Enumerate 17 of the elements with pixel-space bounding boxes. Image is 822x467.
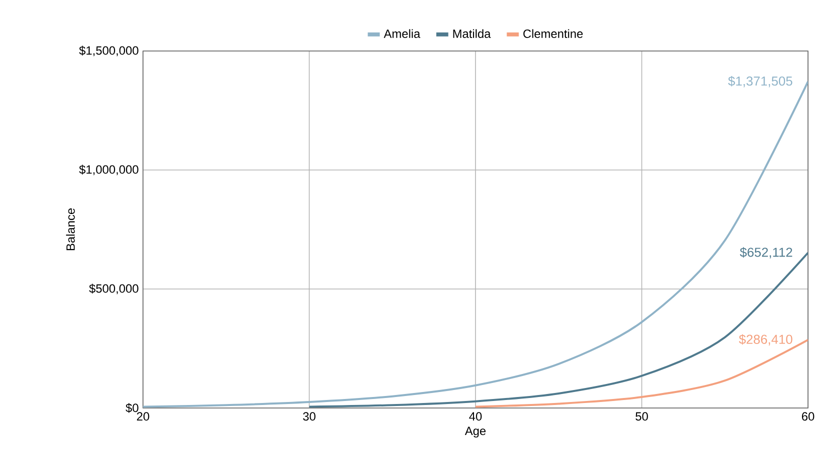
data-label: $652,112 [740, 247, 792, 258]
x-tick-label: 50 [636, 412, 648, 421]
data-label: $286,410 [738, 334, 792, 346]
legend-label: Amelia [384, 29, 420, 38]
legend-label: Matilda [453, 29, 491, 38]
x-axis-title: Age [464, 426, 486, 438]
x-tick-label: 20 [136, 412, 150, 421]
y-tick-label: $1,000,000 [79, 164, 138, 176]
x-tick-label: 30 [303, 412, 316, 421]
y-tick-label: $500,000 [89, 284, 138, 294]
y-tick-label: $0 [126, 403, 138, 413]
y-axis-title: Balance [66, 208, 75, 250]
data-label: $1,371,505 [728, 76, 792, 88]
x-tick-label: 40 [469, 412, 482, 421]
y-tick-label: $1,500,000 [79, 46, 138, 56]
x-tick-label: 60 [802, 412, 814, 421]
legend-label: Clementine [523, 29, 583, 38]
